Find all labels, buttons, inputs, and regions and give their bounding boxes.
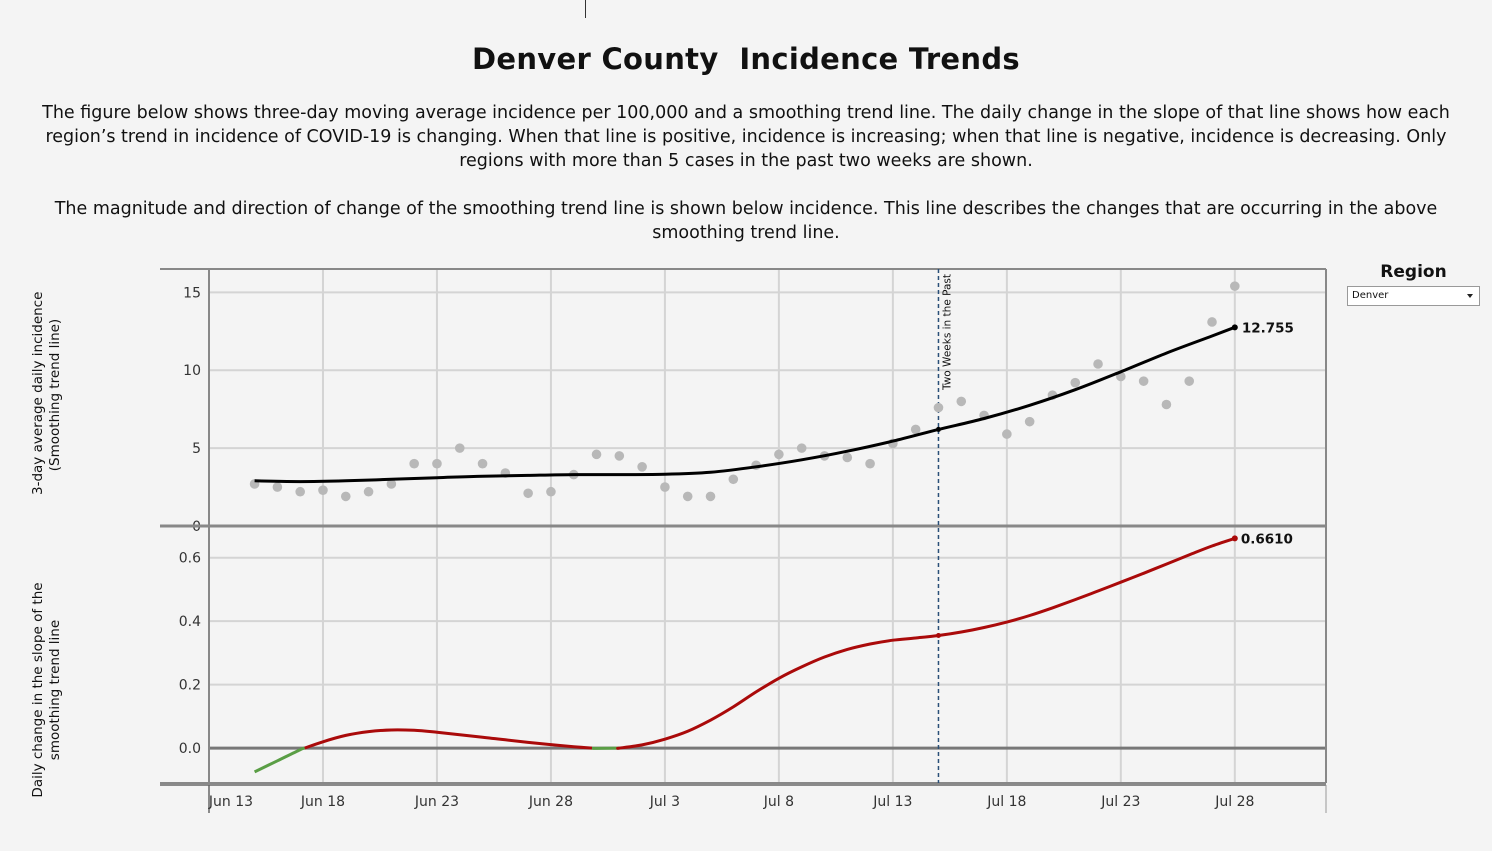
top-divider-tick (585, 0, 586, 18)
region-filter: Region Denver (1347, 262, 1480, 306)
incidence-point (842, 452, 853, 463)
incidence-point (910, 424, 921, 435)
incidence-point (774, 449, 784, 460)
smoothing-trend-line (254, 325, 1236, 484)
incidence-point (432, 458, 442, 469)
incidence-point (865, 458, 875, 469)
incidence-point (1184, 376, 1195, 386)
incidence-point (591, 449, 602, 460)
bottom-plot-area (209, 526, 1326, 783)
incidence-point (1070, 377, 1081, 388)
top-y-tick-label: 5 (192, 441, 201, 457)
incidence-point (454, 443, 465, 453)
incidence-point (796, 443, 807, 453)
top-plot-area (209, 269, 1326, 526)
x-tick-label: Jul 13 (872, 794, 912, 810)
incidence-point (340, 491, 351, 502)
region-filter-label: Region (1380, 262, 1447, 282)
page-title: Denver County Incidence Trends (472, 42, 1020, 76)
two-weeks-annotation: Two Weeks in the Past (941, 274, 953, 391)
incidence-point (318, 485, 328, 495)
incidence-point (1230, 281, 1240, 291)
incidence-point (1002, 429, 1012, 439)
incidence-point (1138, 376, 1149, 386)
region-dropdown[interactable]: Denver (1347, 286, 1480, 306)
description-paragraph-1: The figure below shows three-day moving … (42, 103, 1450, 171)
x-tick-label: Jul 3 (649, 794, 680, 810)
x-tick-label: Jul 18 (986, 794, 1026, 810)
description-paragraph-2: The magnitude and direction of change of… (54, 199, 1438, 243)
incidence-point (523, 488, 533, 499)
bottom-y-tick-label: 0.6 (179, 551, 201, 567)
x-tick-label: Jun 13 (208, 794, 253, 810)
incidence-point (1207, 317, 1217, 327)
top-y-tick-label: 15 (183, 285, 201, 301)
x-tick-label: Jul 28 (1214, 794, 1254, 810)
slope-change-end-value-label: 0.6610 (1241, 531, 1293, 547)
chevron-down-icon (1467, 294, 1473, 298)
incidence-point (705, 491, 716, 502)
trend-reference-marker (935, 426, 941, 432)
slope-change-end-marker (1231, 535, 1238, 542)
bottom-y-tick-label: 0.4 (179, 614, 201, 630)
incidence-point (546, 486, 556, 497)
x-tick-label: Jun 18 (300, 794, 345, 810)
x-tick-label: Jun 28 (528, 794, 573, 810)
top-y-tick-label: 10 (183, 363, 201, 379)
trend-line-end-marker (1231, 324, 1238, 331)
incidence-point (1024, 416, 1035, 427)
incidence-point (363, 486, 374, 497)
incidence-point (682, 491, 693, 502)
incidence-point (477, 458, 488, 469)
incidence-point (614, 451, 625, 461)
slope-change-reference-marker (935, 632, 941, 638)
x-tick-label: Jun 23 (414, 794, 459, 810)
x-tick-label: Jul 23 (1100, 794, 1140, 810)
slope-change-positive-segment (616, 536, 1236, 750)
region-dropdown-value: Denver (1352, 290, 1389, 301)
incidence-point (272, 482, 283, 492)
slope-change-negative-segment (253, 746, 306, 774)
incidence-point (409, 458, 419, 469)
incidence-point (1161, 399, 1172, 410)
incidence-point (295, 486, 305, 497)
incidence-point (1093, 359, 1103, 369)
trend-end-value-label: 12.755 (1242, 320, 1294, 336)
incidence-point (660, 482, 670, 492)
incidence-point (956, 396, 967, 407)
bottom-y-tick-label: 0.2 (179, 678, 201, 694)
incidence-point (386, 479, 397, 489)
incidence-point (933, 402, 944, 413)
incidence-point (637, 462, 647, 472)
slope-change-positive-segment (304, 728, 593, 750)
x-tick-label: Jul 8 (763, 794, 794, 810)
bottom-y-tick-label: 0.0 (179, 741, 201, 757)
incidence-point (728, 474, 739, 485)
